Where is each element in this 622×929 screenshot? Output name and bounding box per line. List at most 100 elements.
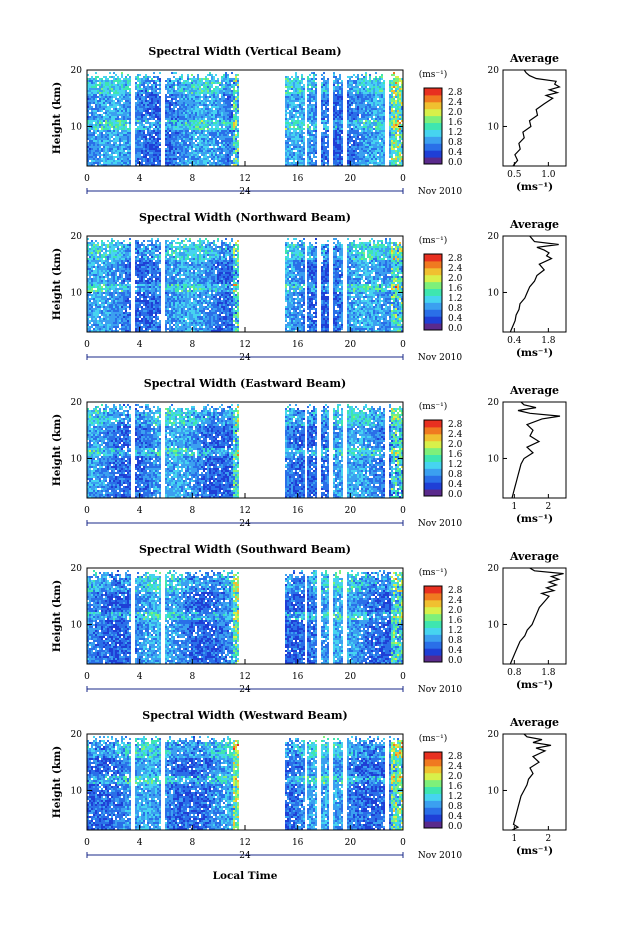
heatmap-cell — [307, 82, 309, 84]
heatmap-cell — [215, 148, 217, 150]
heatmap-cell — [291, 94, 293, 96]
heatmap-cell — [325, 98, 327, 100]
heatmap-cell — [217, 160, 219, 162]
heatmap-cell — [125, 148, 127, 150]
heatmap-cell — [393, 74, 395, 76]
heatmap-cell — [109, 98, 111, 100]
heatmap-cell — [361, 146, 363, 148]
heatmap-cell — [207, 116, 209, 118]
heatmap-cell — [173, 144, 175, 146]
heatmap-cell — [349, 156, 351, 158]
heatmap-cell — [381, 152, 383, 154]
heatmap-cell — [139, 120, 141, 122]
heatmap-cell — [323, 142, 325, 144]
heatmap-cell — [141, 84, 143, 86]
heatmap-cell — [307, 144, 309, 146]
heatmap-cell — [351, 94, 353, 96]
heatmap-cell — [375, 154, 377, 156]
heatmap-cell — [109, 86, 111, 88]
heatmap-cell — [321, 152, 323, 154]
heatmap-cell — [141, 136, 143, 138]
heatmap-cell — [157, 102, 159, 104]
heatmap-cell — [287, 108, 289, 110]
heatmap-cell — [375, 86, 377, 88]
heatmap-cell — [215, 110, 217, 112]
heatmap-cell — [293, 124, 295, 126]
heatmap-cell — [391, 128, 393, 130]
heatmap-cell — [101, 136, 103, 138]
heatmap-cell — [315, 118, 317, 120]
heatmap-cell — [167, 152, 169, 154]
heatmap-cell — [367, 130, 369, 132]
heatmap-cell — [375, 98, 377, 100]
heatmap-cell — [173, 150, 175, 152]
heatmap-cell — [167, 96, 169, 98]
heatmap-cell — [211, 116, 213, 118]
heatmap-cell — [215, 114, 217, 116]
heatmap-cell — [335, 90, 337, 92]
heatmap-cell — [201, 122, 203, 124]
heatmap-cell — [339, 88, 341, 90]
heatmap-cell — [105, 110, 107, 112]
heatmap-cell — [149, 146, 151, 148]
heatmap-cell — [207, 152, 209, 154]
heatmap-cell — [321, 138, 323, 140]
heatmap-cell — [217, 90, 219, 92]
heatmap-cell — [221, 132, 223, 134]
heatmap-cell — [333, 108, 335, 110]
heatmap-cell — [303, 112, 305, 114]
heatmap-cell — [195, 140, 197, 142]
heatmap-cell — [117, 140, 119, 142]
heatmap-cell — [169, 90, 171, 92]
heatmap-cell — [301, 138, 303, 140]
heatmap-cell — [309, 78, 311, 80]
heatmap-cell — [375, 104, 377, 106]
heatmap-cell — [395, 116, 397, 118]
heatmap-cell — [207, 138, 209, 140]
heatmap-cell — [205, 76, 207, 78]
heatmap-cell — [157, 144, 159, 146]
heatmap-cell — [103, 162, 105, 164]
heatmap-cell — [285, 84, 287, 86]
heatmap-cell — [139, 74, 141, 76]
heatmap-cell — [237, 78, 239, 80]
heatmap-cell — [157, 92, 159, 94]
heatmap-cell — [115, 84, 117, 86]
heatmap-cell — [129, 110, 131, 112]
heatmap-cell — [107, 100, 109, 102]
heatmap-cell — [229, 132, 231, 134]
heatmap-cell — [393, 128, 395, 130]
heatmap-cell — [89, 92, 91, 94]
heatmap-cell — [333, 110, 335, 112]
heatmap-cell — [113, 94, 115, 96]
heatmap-cell — [299, 132, 301, 134]
heatmap-cell — [309, 92, 311, 94]
heatmap-cell — [225, 118, 227, 120]
heatmap-cell — [375, 118, 377, 120]
heatmap-cell — [89, 156, 91, 158]
heatmap-cell — [115, 102, 117, 104]
heatmap-cell — [227, 112, 229, 114]
heatmap-cell — [139, 122, 141, 124]
heatmap-cell — [101, 80, 103, 82]
heatmap-cell — [333, 114, 335, 116]
heatmap-cell — [323, 120, 325, 122]
heatmap-cell — [153, 100, 155, 102]
heatmap-cell — [213, 154, 215, 156]
heatmap-cell — [375, 78, 377, 80]
heatmap-cell — [207, 158, 209, 160]
heatmap-cell — [285, 92, 287, 94]
heatmap-cell — [149, 142, 151, 144]
heatmap-cell — [103, 128, 105, 130]
heatmap-cell — [377, 148, 379, 150]
heatmap-cell — [391, 98, 393, 100]
heatmap-cell — [381, 162, 383, 164]
heatmap-cell — [93, 126, 95, 128]
heatmap-cell — [207, 142, 209, 144]
heatmap-cell — [221, 142, 223, 144]
heatmap-cell — [359, 108, 361, 110]
heatmap-cell — [359, 102, 361, 104]
heatmap-cell — [89, 120, 91, 122]
heatmap-cell — [395, 90, 397, 92]
heatmap-cell — [339, 148, 341, 150]
